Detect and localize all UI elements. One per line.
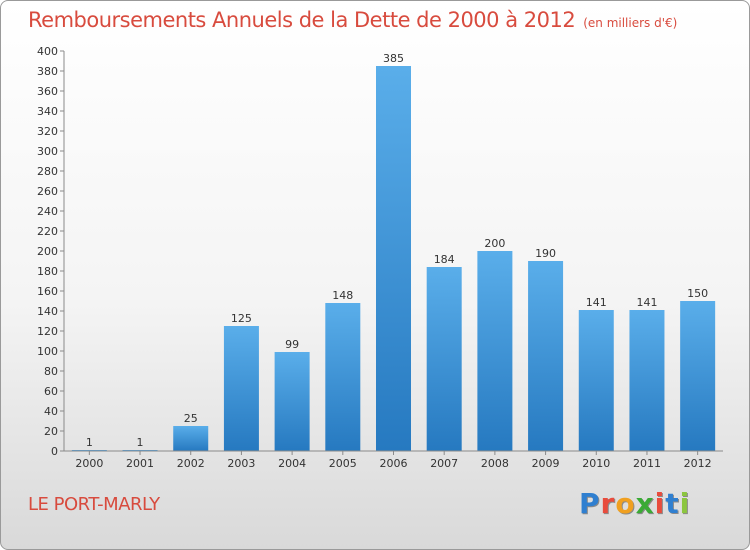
y-tick-label: 360 [37,85,58,98]
chart-title: Remboursements Annuels de la Dette de 20… [28,8,677,32]
y-tick-label: 380 [37,65,58,78]
y-tick-label: 100 [37,345,58,358]
x-tick-label: 2009 [532,457,560,470]
y-tick-label: 400 [37,45,58,58]
logo-letter: P [579,487,601,520]
bar [376,66,411,451]
y-tick-label: 260 [37,185,58,198]
data-label: 1 [86,436,93,449]
bar [173,426,209,451]
x-axis: 2000 2001 2002 2003 2004 2005 2006 2007 2008 2009… [64,450,723,470]
x-tick-label: 2011 [633,457,661,470]
y-tick-label: 280 [37,165,58,178]
data-label: 190 [535,247,556,260]
y-tick-label: 320 [37,125,58,138]
y-tick-label: 200 [37,245,58,258]
data-label: 99 [285,338,299,351]
proxiti-logo: Proxiti [579,487,690,520]
y-tick-label: 340 [37,105,58,118]
x-tick-label: 2002 [177,457,205,470]
y-tick-label: 140 [37,305,58,318]
y-tick-label: 220 [37,225,58,238]
bar [325,303,361,451]
logo-letter: o [615,487,636,520]
logo-letter: x [635,487,655,520]
bar [477,251,513,451]
data-label: 385 [383,52,404,65]
data-label: 150 [687,287,708,300]
data-label: 141 [636,296,657,309]
data-label: 125 [231,312,252,325]
bar [578,310,614,451]
chart-title-text: Remboursements Annuels de la Dette de 20… [28,8,576,32]
bar [528,261,564,451]
bar [274,352,310,451]
data-label: 25 [184,412,198,425]
logo-letter: i [679,487,691,520]
x-tick-label: 2003 [227,457,255,470]
y-tick-label: 0 [51,445,58,458]
bar [629,310,665,451]
y-tick-label: 300 [37,145,58,158]
x-tick-label: 2012 [684,457,712,470]
logo-letter: t [665,487,680,520]
y-tick-label: 40 [44,405,58,418]
y-tick-label: 80 [44,365,58,378]
city-name: LE PORT-MARLY [28,494,160,515]
y-tick-label: 160 [37,285,58,298]
data-label: 184 [434,253,455,266]
x-tick-label: 2010 [582,457,610,470]
y-tick-label: 20 [44,425,58,438]
data-label: 148 [332,289,353,302]
data-label: 141 [586,296,607,309]
bar [680,301,716,451]
logo-letter: r [600,487,616,520]
x-tick-label: 2006 [380,457,408,470]
data-label: 1 [137,436,144,449]
bar [223,326,259,451]
y-tick-label: 180 [37,265,58,278]
y-tick-label: 60 [44,385,58,398]
bar [426,267,462,451]
x-tick-label: 2004 [278,457,306,470]
data-label: 200 [484,237,505,250]
y-tick-label: 240 [37,205,58,218]
x-tick-label: 2001 [126,457,154,470]
x-tick-label: 2007 [430,457,458,470]
chart-subtitle: (en milliers d'€) [583,16,678,30]
y-tick-label: 120 [37,325,58,338]
x-tick-label: 2008 [481,457,509,470]
x-tick-label: 2005 [329,457,357,470]
x-tick-label: 2000 [75,457,103,470]
y-axis: 0 20 40 60 80 100 120 140 160 180 200 220 240 260 280 3… [37,45,65,458]
logo-letter: i [654,487,666,520]
